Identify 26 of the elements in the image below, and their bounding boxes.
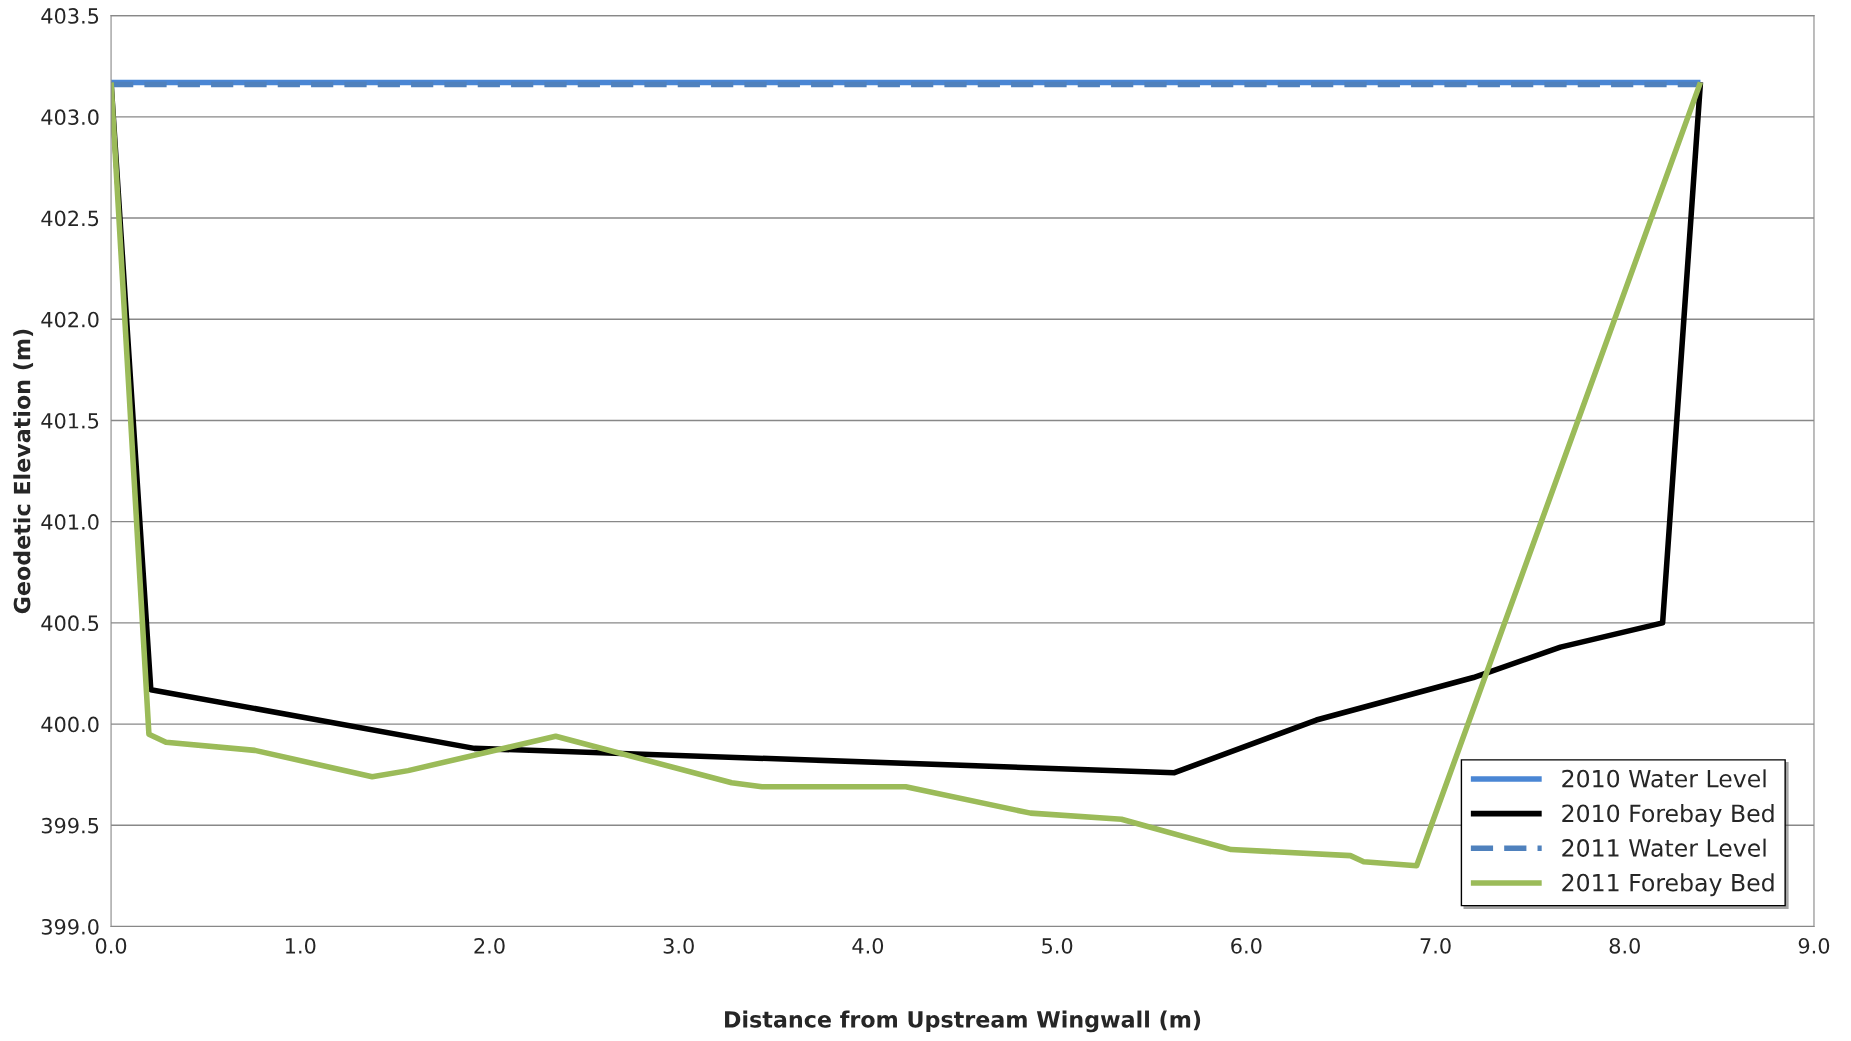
legend-label: 2010 Forebay Bed — [1562, 803, 1774, 827]
y-tick-label: 399.0 — [41, 918, 99, 935]
y-axis-title: Geodetic Elevation (m) — [13, 329, 34, 614]
y-tick-label: 401.5 — [41, 412, 99, 429]
y-tick-label: 401.0 — [41, 514, 99, 530]
y-tick-label: 400.0 — [41, 716, 99, 733]
legend-label: 2010 Water Level — [1562, 769, 1766, 788]
x-tick-label: 5.0 — [1042, 937, 1073, 954]
x-tick-label: 3.0 — [663, 937, 694, 954]
x-tick-label: 9.0 — [1798, 937, 1830, 954]
x-tick-label: 1.0 — [286, 937, 316, 954]
legend-label: 2011 Water Level — [1562, 838, 1766, 857]
x-tick-label: 4.0 — [852, 937, 884, 954]
x-tick-label: 8.0 — [1609, 937, 1640, 954]
y-tick-label: 402.5 — [41, 210, 99, 227]
y-tick-label: 402.0 — [41, 311, 99, 328]
x-tick-label: 0.0 — [95, 937, 127, 954]
y-tick-label: 400.5 — [41, 615, 99, 632]
y-tick-label: 399.5 — [41, 817, 99, 834]
x-tick-label: 6.0 — [1231, 937, 1262, 954]
legend-label: 2011 Forebay Bed — [1562, 873, 1774, 897]
y-tick-label: 403.0 — [41, 109, 99, 126]
y-tick-label: 403.5 — [41, 8, 99, 24]
x-tick-label: 2.0 — [474, 937, 505, 954]
x-axis-title: Distance from Upstream Wingwall (m) — [725, 1010, 1201, 1033]
x-tick-label: 7.0 — [1420, 937, 1451, 954]
